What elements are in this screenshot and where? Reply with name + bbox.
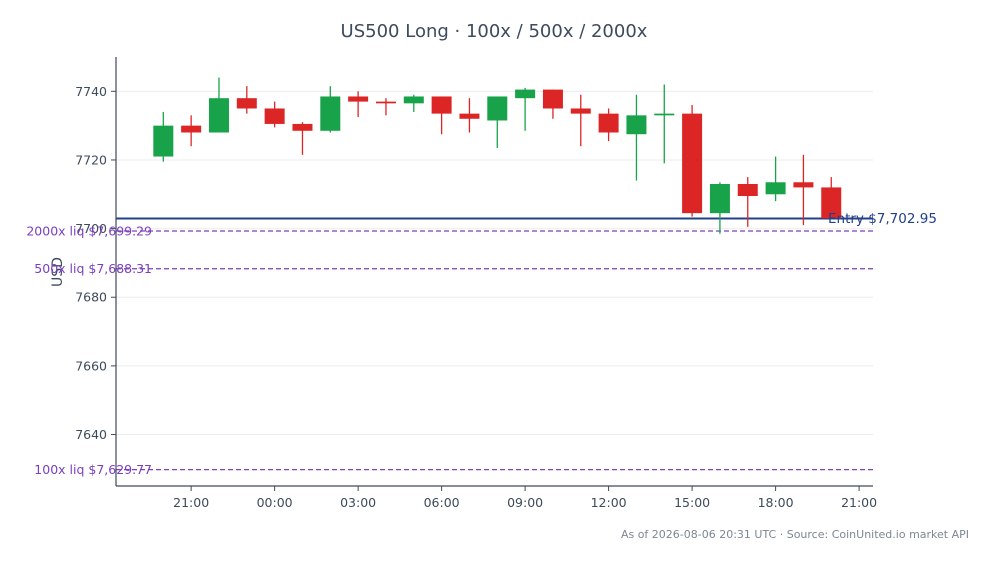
candle-body <box>320 96 341 131</box>
x-tick-label: 12:00 <box>591 495 627 510</box>
candle-down <box>292 122 313 155</box>
candle-body <box>821 187 842 219</box>
candle-up <box>153 111 174 162</box>
candle-up <box>654 84 675 164</box>
x-ticks: 21:00 00:00 03:00 06:00 09:00 12:00 15:00 18:00… <box>173 486 877 510</box>
candle-body <box>626 115 647 135</box>
candle-up <box>320 86 341 133</box>
candle-up <box>208 77 229 133</box>
candle-body <box>570 108 591 114</box>
candle-body <box>153 125 174 157</box>
x-tick-label: 06:00 <box>424 495 460 510</box>
liquidation-label: 500x liq $7,688.31 <box>34 261 152 276</box>
liquidation-label: 2000x liq $7,699.29 <box>26 224 152 239</box>
candle-down <box>737 177 758 227</box>
candle-body <box>515 89 536 99</box>
candle-down <box>236 86 257 114</box>
candle-up <box>626 94 647 181</box>
y-tick-label: 7640 <box>75 427 107 442</box>
candle-down <box>542 89 563 119</box>
candle-body <box>208 98 229 133</box>
candle-body <box>737 183 758 196</box>
x-tick-label: 18:00 <box>758 495 794 510</box>
y-axis-label: USD <box>50 257 66 287</box>
y-tick-label: 7680 <box>75 290 107 305</box>
candle-down <box>821 177 842 219</box>
candle-body <box>487 96 508 121</box>
reference-line-labels: 2000x liq $7,699.29 500x liq $7,688.31 100… <box>26 211 937 477</box>
candle-up <box>515 87 536 131</box>
footer-source-note: As of 2026-08-06 20:31 UTC · Source: Coi… <box>621 528 969 541</box>
candle-body <box>598 113 619 133</box>
liquidation-label: 100x liq $7,629.77 <box>34 462 152 477</box>
candle-body <box>236 98 257 109</box>
candle-up <box>403 94 424 112</box>
candle-up <box>709 182 730 234</box>
y-ticks: 7640 7660 7680 7700 7720 7740 <box>75 84 116 442</box>
candles <box>153 77 842 234</box>
candle-up <box>487 96 508 148</box>
x-tick-label: 15:00 <box>674 495 710 510</box>
candle-body <box>181 125 202 133</box>
axes <box>115 57 873 487</box>
x-tick-label: 03:00 <box>340 495 376 510</box>
y-tick-label: 7700 <box>75 221 107 236</box>
y-tick-label: 7720 <box>75 152 107 167</box>
candle-down <box>181 115 202 147</box>
candle-body <box>654 113 675 116</box>
candle-down <box>793 154 814 226</box>
candle-body <box>348 96 369 102</box>
candle-body <box>542 89 563 109</box>
candle-down <box>375 98 396 116</box>
candle-body <box>793 182 814 188</box>
candle-body <box>765 182 786 195</box>
candle-body <box>431 96 452 114</box>
candle-body <box>459 113 480 119</box>
candle-body <box>292 123 313 131</box>
candle-body <box>709 183 730 214</box>
candle-down <box>348 91 369 118</box>
candle-body <box>264 108 285 124</box>
reference-lines <box>116 217 873 471</box>
candle-down <box>598 108 619 142</box>
entry-label: Entry $7,702.95 <box>828 211 937 227</box>
candle-body <box>375 101 396 104</box>
x-tick-label: 00:00 <box>257 495 293 510</box>
candle-down <box>264 101 285 128</box>
candle-body <box>682 113 703 214</box>
x-tick-label: 09:00 <box>507 495 543 510</box>
candle-down <box>570 94 591 147</box>
chart-title: US500 Long · 100x / 500x / 2000x <box>341 21 648 42</box>
y-tick-label: 7740 <box>75 84 107 99</box>
x-tick-label: 21:00 <box>841 495 877 510</box>
x-tick-label: 21:00 <box>173 495 209 510</box>
gridlines <box>116 90 873 436</box>
candle-down <box>431 96 452 135</box>
candle-up <box>765 156 786 202</box>
candle-body <box>403 96 424 104</box>
candle-down <box>682 105 703 217</box>
candle-down <box>459 98 480 133</box>
y-tick-label: 7660 <box>75 358 107 373</box>
